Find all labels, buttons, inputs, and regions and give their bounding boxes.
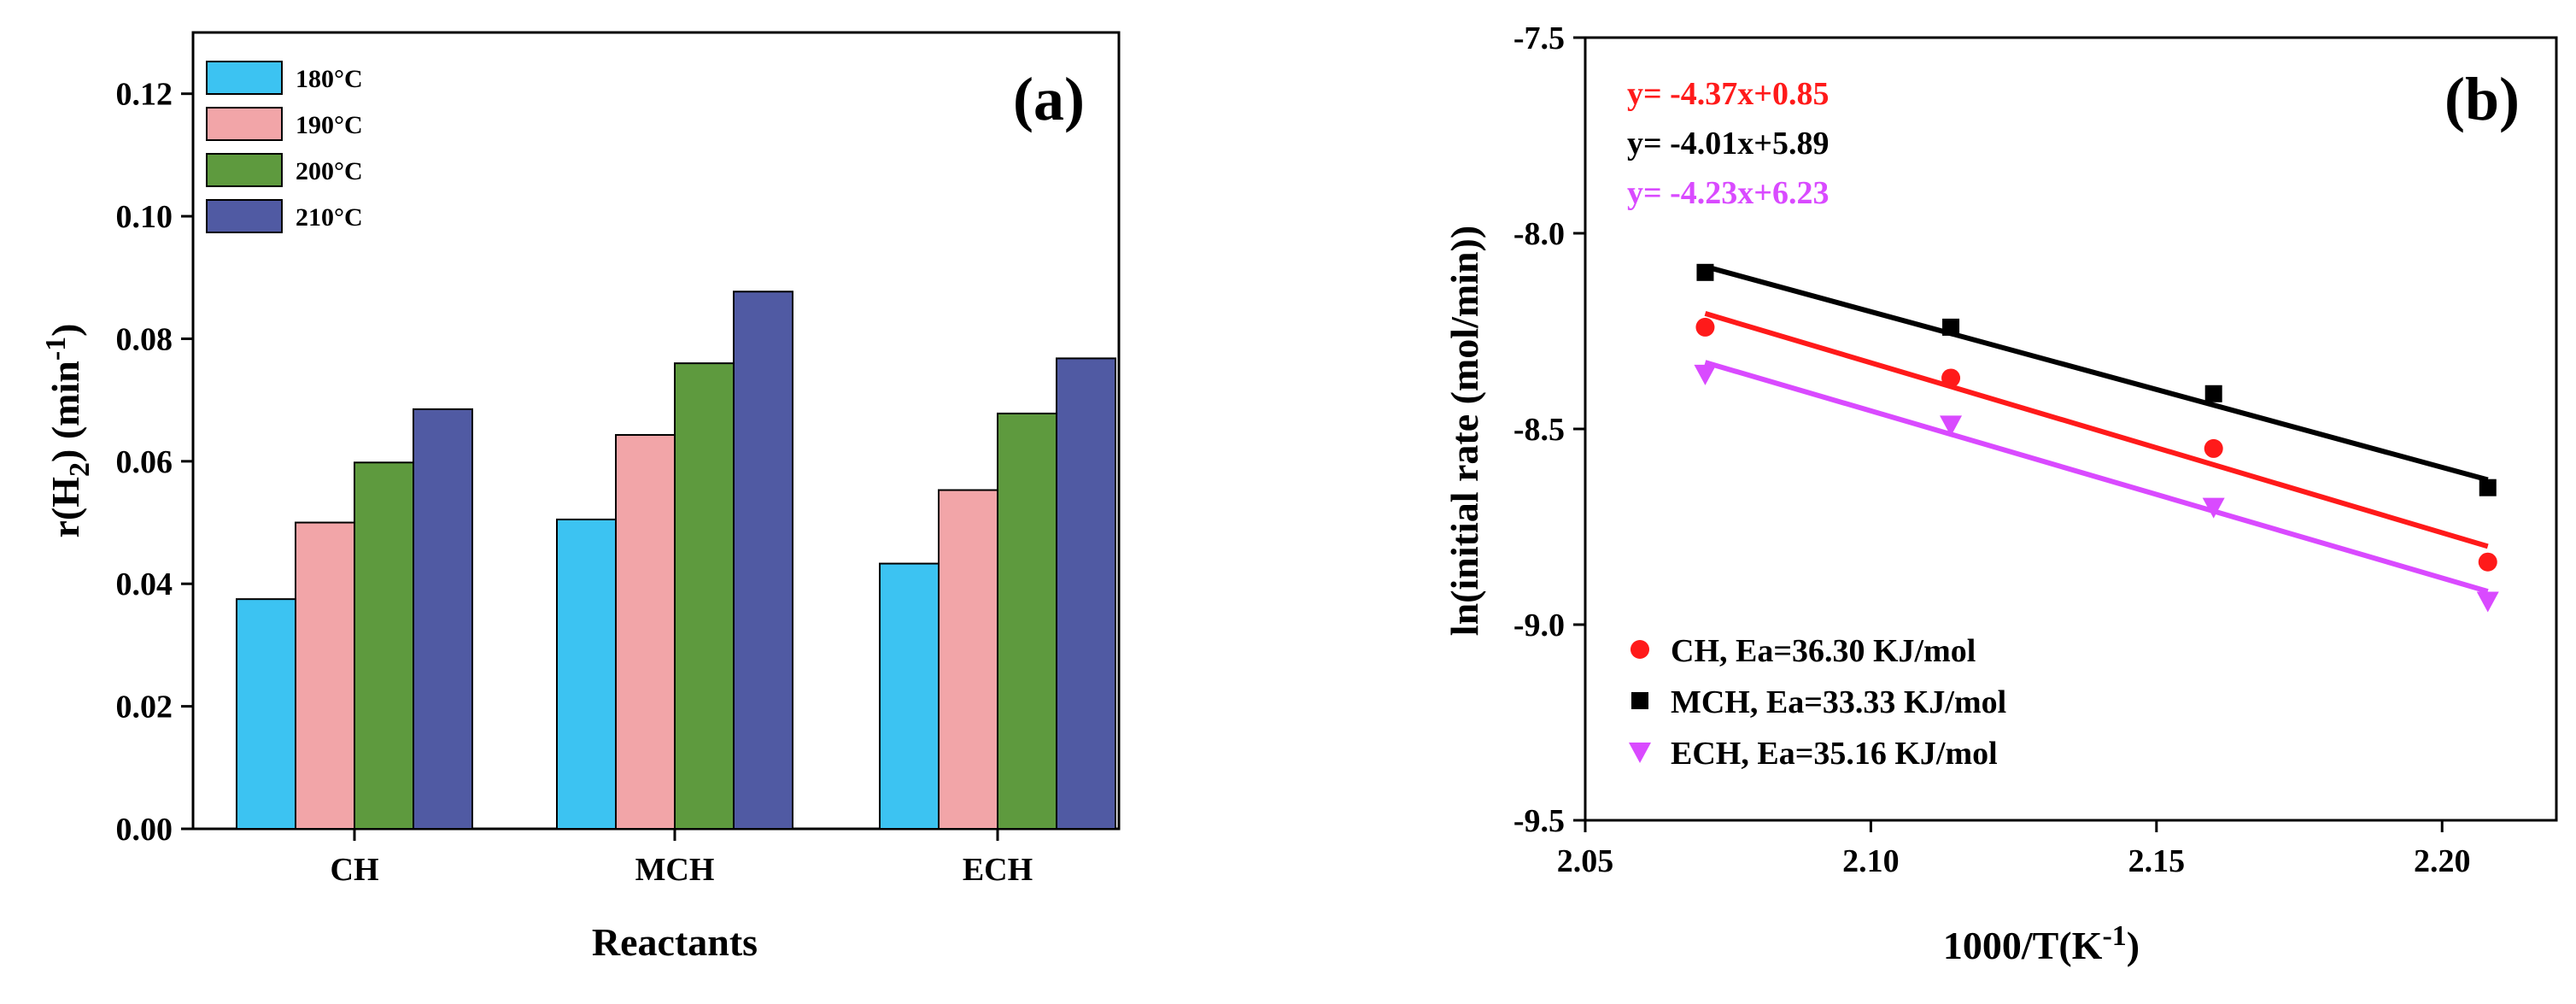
x-axis-a: CH MCH ECH: [331, 829, 1033, 888]
data-point: [1694, 364, 1717, 385]
y-tick-label-b: -8.5: [1513, 412, 1565, 448]
bar: [733, 291, 793, 830]
legend-label: 180°C: [296, 65, 363, 93]
legend-label: 210°C: [296, 203, 363, 232]
fit-equation: y= -4.01x+5.89: [1627, 126, 1829, 161]
y-tick-label-b: -9.0: [1513, 608, 1565, 643]
y-title-mid: ) (min: [44, 361, 87, 462]
fit-equation: y= -4.37x+0.85: [1627, 76, 1829, 112]
legend-swatch: [206, 61, 283, 95]
bar: [938, 489, 998, 831]
data-point: [1696, 263, 1714, 281]
bar: [674, 362, 735, 830]
fit-equations: y= -4.37x+0.85 y= -4.01x+5.89 y= -4.23x+6.…: [1627, 76, 1829, 211]
bar: [1056, 357, 1116, 830]
x-tick-label-a: MCH: [635, 852, 715, 888]
y-tick-label-a: 0.06: [116, 444, 173, 480]
data-point: [2204, 438, 2223, 458]
panel-label-b: (b): [2444, 65, 2520, 133]
bar: [236, 598, 296, 831]
data-point: [1942, 318, 1960, 336]
y-axis-a: 0.00 0.02 0.04 0.06 0.08 0.10 0.12: [116, 77, 193, 848]
legend-swatch: [206, 199, 283, 233]
x-axis-title-a: Reactants: [592, 920, 758, 964]
y-tick-label-a: 0.02: [116, 690, 173, 725]
fit-line: [1704, 311, 2489, 549]
x-tick-label-b: 2.10: [1842, 843, 1900, 879]
data-point: [2202, 497, 2225, 519]
data-point: [2479, 479, 2497, 496]
bar: [295, 521, 355, 830]
x-title-main: 1000/T(K: [1943, 924, 2103, 967]
x-title-end: ): [2127, 924, 2140, 967]
y-tick-label-a: 0.04: [116, 567, 173, 602]
y-tick-label-b: -8.0: [1513, 216, 1565, 252]
x-tick-label-a: ECH: [963, 852, 1033, 888]
y-tick-label-a: 0.08: [116, 321, 173, 357]
y-title-end: ): [44, 324, 87, 337]
legend-marker: [1630, 640, 1649, 659]
panel-label-a: (a): [1013, 65, 1085, 133]
x-tick-label-b: 2.20: [2414, 843, 2471, 879]
y-tick-label-a: 0.00: [116, 812, 173, 848]
bar: [615, 434, 676, 830]
bar: [997, 412, 1057, 830]
legend-swatch: [206, 107, 283, 141]
bar: [556, 518, 617, 830]
y-axis-title-a: r(H2) (min-1): [40, 324, 96, 538]
y-title-main: r(H: [44, 477, 87, 538]
plot-area-b: [1694, 263, 2499, 613]
data-point: [2204, 385, 2222, 402]
legend-marker: [1629, 743, 1651, 763]
y-tick-label-b: -9.5: [1513, 803, 1565, 839]
y-title-sub: 2: [64, 462, 96, 477]
bars-a: [236, 291, 1116, 831]
data-point: [2476, 591, 2499, 613]
y-tick-label-a: 0.10: [116, 199, 173, 235]
legend-b: CH, Ea=36.30 KJ/mol MCH, Ea=33.33 KJ/mol E…: [1629, 633, 2006, 772]
data-point: [1940, 415, 1963, 437]
fit-line: [1704, 360, 2489, 594]
scatter-chart-panel-b: -9.5 -9.0 -8.5 -8.0 -7.5 2.05 2.10 2.15 2.20 y=…: [1443, 21, 2558, 967]
bar: [354, 461, 414, 831]
y-axis-title-b: ln(initial rate (mol/min)): [1443, 226, 1486, 636]
legend-marker: [1631, 692, 1648, 709]
y-tick-label-a: 0.12: [116, 77, 173, 113]
x-tick-label-b: 2.15: [2128, 843, 2186, 879]
x-tick-label-a: CH: [331, 852, 379, 888]
y-tick-label-b: -7.5: [1513, 21, 1565, 56]
bar-chart-panel-a: 0.00 0.02 0.04 0.06 0.08 0.10 0.12 CH MCH ECH 18…: [40, 31, 1121, 964]
legend-swatch: [206, 153, 283, 187]
x-tick-label-b: 2.05: [1557, 843, 1614, 879]
data-point: [2478, 552, 2497, 572]
legend-label: MCH, Ea=33.33 KJ/mol: [1671, 684, 2006, 720]
legend-a: 180°C 190°C 200°C 210°C: [206, 61, 363, 233]
x-title-sup: -1: [2102, 920, 2126, 952]
legend-label: ECH, Ea=35.16 KJ/mol: [1671, 736, 1998, 772]
legend-label: CH, Ea=36.30 KJ/mol: [1671, 633, 1976, 669]
legend-label: 190°C: [296, 111, 363, 139]
y-title-sup: -1: [40, 337, 72, 361]
y-axis-b: -9.5 -9.0 -8.5 -8.0 -7.5: [1513, 21, 1585, 839]
data-point: [1695, 317, 1715, 337]
fit-line: [1704, 264, 2489, 483]
bar: [879, 562, 940, 831]
data-point: [1941, 368, 1961, 388]
x-axis-title-b: 1000/T(K-1): [1943, 920, 2140, 967]
x-axis-b: 2.05 2.10 2.15 2.20: [1557, 820, 2471, 879]
fit-equation: y= -4.23x+6.23: [1627, 175, 1829, 211]
bar: [413, 408, 473, 830]
legend-label: 200°C: [296, 157, 363, 185]
